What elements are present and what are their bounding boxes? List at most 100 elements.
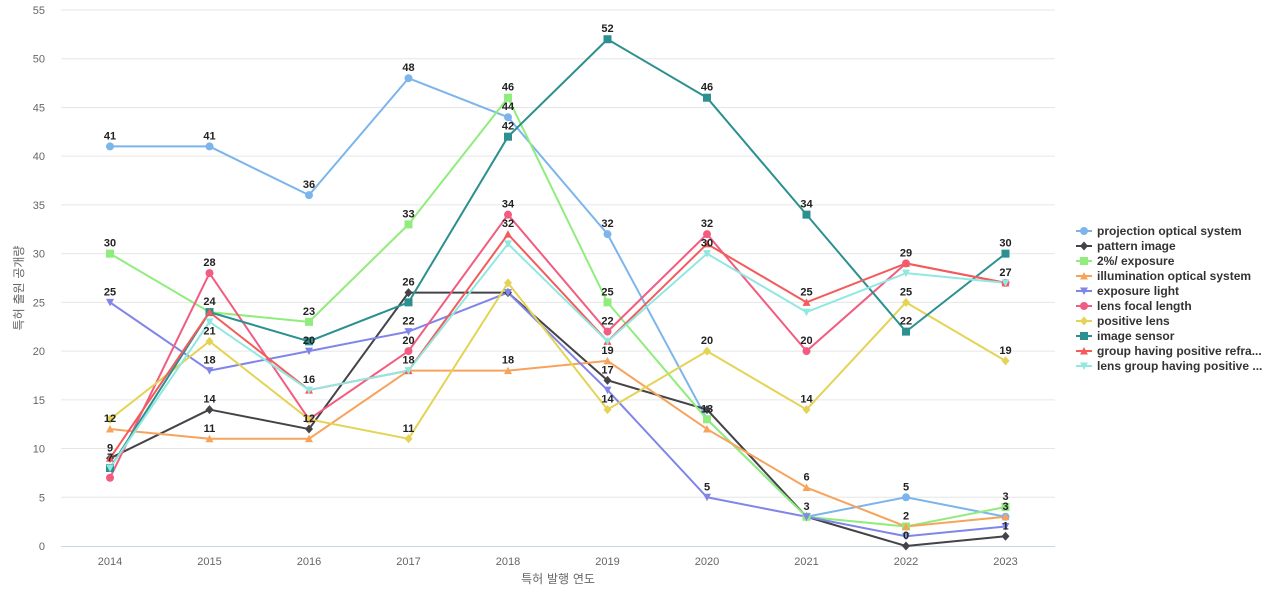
data-point xyxy=(404,74,413,83)
legend-label: positive lens xyxy=(1097,314,1170,328)
data-label: 34 xyxy=(502,199,515,211)
data-point xyxy=(703,93,711,102)
legend-marker xyxy=(1080,272,1088,280)
data-point xyxy=(603,298,612,307)
data-label: 19 xyxy=(601,345,613,357)
data-point xyxy=(404,367,413,375)
data-label: 14 xyxy=(203,394,216,406)
data-point xyxy=(404,288,413,298)
data-point xyxy=(802,347,811,356)
legend-item[interactable]: pattern image xyxy=(1076,239,1176,253)
legend-item[interactable]: group having positive refra... xyxy=(1076,344,1262,358)
data-point xyxy=(603,230,612,239)
series-line xyxy=(109,96,1007,528)
series-line xyxy=(109,359,1007,528)
data-point xyxy=(603,327,612,336)
data-point xyxy=(902,522,910,531)
data-point xyxy=(703,346,711,356)
data-point xyxy=(106,473,114,482)
data-point xyxy=(902,532,910,541)
data-point xyxy=(205,318,214,326)
data-point xyxy=(1001,523,1010,531)
data-point xyxy=(504,210,512,219)
data-labels: 41 41364844321335391412260130242333462512… xyxy=(104,23,1012,542)
legend-marker xyxy=(1080,241,1088,251)
legend-label: illumination optical system xyxy=(1097,269,1251,283)
data-point xyxy=(404,328,413,336)
legend-item[interactable]: exposure light xyxy=(1076,284,1179,298)
data-label: 13 xyxy=(701,403,713,415)
data-point xyxy=(504,278,512,288)
data-point xyxy=(205,336,214,346)
data-label: 18 xyxy=(402,355,414,367)
series-line xyxy=(109,281,1007,440)
legend-item[interactable]: lens group having positive ... xyxy=(1076,359,1262,373)
data-point xyxy=(902,259,910,267)
y-tick-label: 5 xyxy=(39,492,45,504)
legend-marker xyxy=(1080,332,1088,340)
data-label: 3 xyxy=(1002,491,1008,503)
data-label: 34 xyxy=(800,199,813,211)
data-point xyxy=(504,230,512,238)
data-point xyxy=(404,347,413,356)
data-point xyxy=(305,337,313,346)
legend-item[interactable]: illumination optical system xyxy=(1076,269,1251,283)
data-point xyxy=(404,298,413,307)
data-point xyxy=(1001,356,1010,366)
data-point xyxy=(106,249,114,258)
x-tick-label: 2016 xyxy=(297,556,321,568)
data-point xyxy=(1001,512,1010,521)
data-point xyxy=(703,493,711,502)
data-point xyxy=(504,93,512,102)
data-label: 25 xyxy=(800,286,812,298)
data-label: 25 xyxy=(601,286,613,298)
data-point xyxy=(1001,249,1010,258)
series-line xyxy=(109,242,1007,470)
legend-label: group having positive refra... xyxy=(1097,344,1262,358)
data-point xyxy=(106,414,114,424)
legend-label: image sensor xyxy=(1097,329,1175,343)
data-label: 30 xyxy=(104,238,116,250)
data-point xyxy=(902,541,910,551)
series-line xyxy=(109,77,1007,518)
data-point xyxy=(802,405,811,415)
legend-item[interactable]: image sensor xyxy=(1076,329,1175,343)
data-point xyxy=(305,414,313,424)
legend-marker xyxy=(1080,227,1088,235)
y-tick-label: 0 xyxy=(39,541,45,553)
data-label: 25 xyxy=(104,286,116,298)
data-point xyxy=(205,367,214,375)
data-point xyxy=(603,405,612,415)
legend-item[interactable]: 2%/ exposure xyxy=(1076,254,1175,268)
data-label: 3 xyxy=(1002,501,1008,513)
data-label: 30 xyxy=(701,238,713,250)
legend-item[interactable]: positive lens xyxy=(1076,314,1170,328)
legend-item[interactable]: lens focal length xyxy=(1076,299,1192,313)
data-label: 20 xyxy=(701,335,713,347)
data-label: 21 xyxy=(203,325,215,337)
data-point xyxy=(902,269,910,278)
legend-label: 2%/ exposure xyxy=(1097,254,1175,268)
series-markers xyxy=(106,35,1010,551)
data-label: 41 xyxy=(104,130,116,142)
grid-lines xyxy=(61,9,1055,498)
data-point xyxy=(504,240,512,248)
data-label: 29 xyxy=(900,247,912,259)
data-label: 6 xyxy=(803,472,809,484)
data-label: 16 xyxy=(303,374,315,386)
legend-item[interactable]: projection optical system xyxy=(1076,224,1242,238)
data-label: 19 xyxy=(999,345,1011,357)
data-point xyxy=(703,230,711,239)
data-point xyxy=(802,210,811,219)
data-label: 20 xyxy=(800,335,812,347)
data-label: 22 xyxy=(601,316,613,328)
legend-marker xyxy=(1080,347,1088,355)
y-tick-label: 55 xyxy=(33,5,45,17)
data-label: 7 xyxy=(107,452,113,464)
data-label: 30 xyxy=(999,238,1011,250)
data-label: 11 xyxy=(403,423,415,435)
data-point xyxy=(1001,279,1010,287)
data-label: 12 xyxy=(303,413,315,425)
data-point xyxy=(106,298,114,307)
